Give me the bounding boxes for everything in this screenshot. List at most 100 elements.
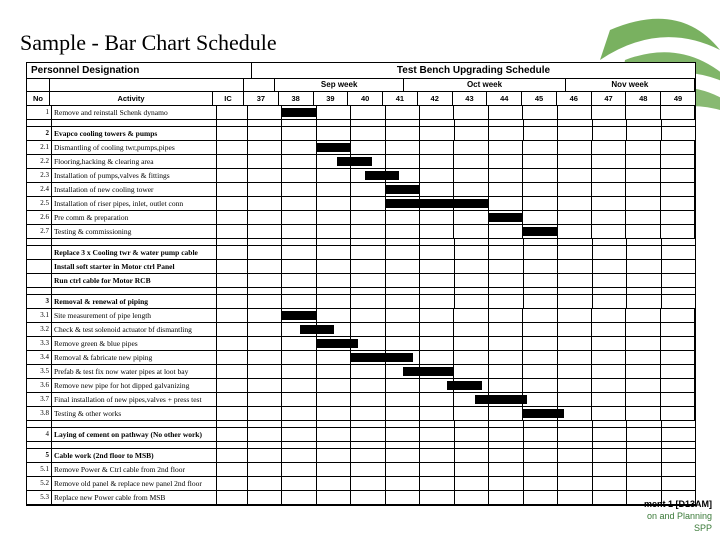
week-label: 40 bbox=[348, 92, 383, 105]
task-ic bbox=[217, 260, 248, 273]
task-activity: Remove and reinstall Schenk dynamo bbox=[52, 106, 217, 119]
task-no: 2.5 bbox=[27, 197, 52, 210]
gantt-bar bbox=[475, 395, 527, 404]
gantt-bar bbox=[282, 108, 316, 117]
task-activity: Remove Power & Ctrl cable from 2nd floor bbox=[52, 463, 217, 476]
task-no: 3.8 bbox=[27, 407, 52, 420]
task-ic bbox=[217, 106, 248, 119]
task-ic bbox=[217, 477, 248, 490]
task-activity: Installation of riser pipes, inlet, outl… bbox=[52, 197, 217, 210]
task-no: 2.7 bbox=[27, 225, 52, 238]
task-ic bbox=[217, 169, 248, 182]
week-label: 44 bbox=[487, 92, 522, 105]
task-activity: Pre comm & preparation bbox=[52, 211, 217, 224]
task-ic bbox=[217, 449, 248, 462]
gantt-bar bbox=[300, 325, 334, 334]
task-ic bbox=[217, 393, 248, 406]
task-no: 3.5 bbox=[27, 365, 52, 378]
task-activity: Installation of new cooling tower bbox=[52, 183, 217, 196]
task-ic bbox=[217, 197, 248, 210]
task-no: 5.1 bbox=[27, 463, 52, 476]
slide-title: Sample - Bar Chart Schedule bbox=[20, 30, 277, 56]
task-activity: Install soft starter in Motor ctrl Panel bbox=[52, 260, 217, 273]
gantt-bar bbox=[447, 381, 481, 390]
task-activity: Installation of pumps,valves & fittings bbox=[52, 169, 217, 182]
task-activity: Prefab & test fix now water pipes at loo… bbox=[52, 365, 217, 378]
task-no: 2 bbox=[27, 127, 52, 140]
header-right: Test Bench Upgrading Schedule bbox=[252, 63, 695, 78]
task-ic bbox=[217, 141, 248, 154]
task-ic bbox=[217, 428, 248, 441]
task-activity: Site measurement of pipe length bbox=[52, 309, 217, 322]
task-activity: Dismantling of cooling twr,pumps,pipes bbox=[52, 141, 217, 154]
task-activity: Flooring,hacking & clearing area bbox=[52, 155, 217, 168]
task-activity: Removal & renewal of piping bbox=[52, 295, 217, 308]
task-ic bbox=[217, 407, 248, 420]
month-label: Nov week bbox=[566, 79, 695, 91]
task-ic bbox=[217, 274, 248, 287]
task-activity: Replace new Power cable from MSB bbox=[52, 491, 217, 504]
task-no bbox=[27, 274, 52, 287]
task-rows: 1Remove and reinstall Schenk dynamo2Evap… bbox=[27, 106, 695, 505]
gantt-bar bbox=[337, 157, 371, 166]
task-no: 3 bbox=[27, 295, 52, 308]
task-ic bbox=[217, 295, 248, 308]
week-label: 38 bbox=[279, 92, 314, 105]
week-label: 47 bbox=[592, 92, 627, 105]
task-ic bbox=[217, 351, 248, 364]
task-activity: Evapco cooling towers & pumps bbox=[52, 127, 217, 140]
task-no: 1 bbox=[27, 106, 52, 119]
header-left: Personnel Designation bbox=[27, 63, 252, 78]
task-ic bbox=[217, 246, 248, 259]
task-ic bbox=[217, 323, 248, 336]
task-activity: Testing & other works bbox=[52, 407, 217, 420]
task-no: 5 bbox=[27, 449, 52, 462]
task-ic bbox=[217, 365, 248, 378]
task-no bbox=[27, 260, 52, 273]
task-no: 3.1 bbox=[27, 309, 52, 322]
task-ic bbox=[217, 127, 248, 140]
gantt-bar bbox=[523, 409, 564, 418]
week-header-row: No Activity IC 3738394041424344454647484… bbox=[27, 92, 695, 106]
task-no: 4 bbox=[27, 428, 52, 441]
col-activity: Activity bbox=[50, 92, 213, 105]
task-ic bbox=[217, 337, 248, 350]
task-activity: Testing & commissioning bbox=[52, 225, 217, 238]
gantt-bar bbox=[489, 213, 523, 222]
task-no: 3.7 bbox=[27, 393, 52, 406]
task-activity: Final installation of new pipes,valves +… bbox=[52, 393, 217, 406]
task-no: 2.4 bbox=[27, 183, 52, 196]
task-activity: Run ctrl cable for Motor RCB bbox=[52, 274, 217, 287]
col-ic: IC bbox=[213, 92, 244, 105]
task-ic bbox=[217, 309, 248, 322]
schedule-table: Personnel Designation Test Bench Upgradi… bbox=[26, 62, 696, 506]
task-no bbox=[27, 246, 52, 259]
gantt-bar bbox=[523, 227, 557, 236]
task-no: 3.6 bbox=[27, 379, 52, 392]
task-ic bbox=[217, 211, 248, 224]
gantt-bar bbox=[403, 367, 455, 376]
week-label: 41 bbox=[383, 92, 418, 105]
footer-line-2: on and Planning bbox=[644, 510, 712, 522]
month-row: Sep weekOct weekNov week bbox=[27, 79, 695, 92]
task-no: 2.6 bbox=[27, 211, 52, 224]
task-activity: Laying of cement on pathway (No other wo… bbox=[52, 428, 217, 441]
task-activity: Remove green & blue pipes bbox=[52, 337, 217, 350]
week-label: 37 bbox=[244, 92, 279, 105]
task-ic bbox=[217, 155, 248, 168]
task-no: 3.2 bbox=[27, 323, 52, 336]
task-no: 5.3 bbox=[27, 491, 52, 504]
month-label: Sep week bbox=[275, 79, 404, 91]
task-activity: Removal & fabricate new piping bbox=[52, 351, 217, 364]
gantt-bar bbox=[351, 353, 413, 362]
gantt-bar bbox=[282, 311, 316, 320]
week-label: 49 bbox=[661, 92, 695, 105]
task-activity: Cable work (2nd floor to MSB) bbox=[52, 449, 217, 462]
task-ic bbox=[217, 225, 248, 238]
week-label: 39 bbox=[314, 92, 349, 105]
gantt-bar bbox=[386, 185, 420, 194]
task-ic bbox=[217, 463, 248, 476]
week-label: 45 bbox=[522, 92, 557, 105]
task-ic bbox=[217, 183, 248, 196]
col-no: No bbox=[27, 92, 50, 105]
